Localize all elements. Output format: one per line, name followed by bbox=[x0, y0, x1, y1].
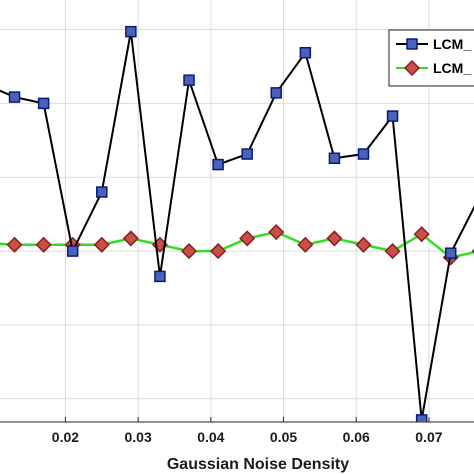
square-marker bbox=[406, 38, 418, 50]
legend-entry: LCM_ bbox=[396, 59, 471, 77]
x-axis-title: Gaussian Noise Density bbox=[167, 456, 349, 473]
series-squares bbox=[0, 25, 474, 422]
legend: LCM_ LCM_ bbox=[388, 29, 474, 87]
square-marker bbox=[125, 25, 137, 38]
square-marker bbox=[96, 186, 108, 198]
diamond-marker bbox=[239, 230, 256, 247]
square-marker bbox=[444, 247, 457, 259]
legend-label: LCM_ bbox=[433, 36, 471, 52]
x-tick-label: 0.06 bbox=[343, 429, 370, 445]
diamond-marker bbox=[326, 230, 343, 247]
x-tick-label: 0.05 bbox=[270, 429, 297, 445]
diamond-marker bbox=[268, 224, 285, 241]
square-marker bbox=[415, 414, 428, 422]
square-marker bbox=[154, 270, 166, 283]
diamond-marker bbox=[210, 243, 227, 260]
square-marker bbox=[212, 158, 224, 171]
series-line bbox=[0, 31, 474, 421]
diamond-marker bbox=[355, 236, 372, 253]
square-marker bbox=[328, 152, 341, 164]
diamond-marker bbox=[413, 226, 430, 243]
x-tick-labels: 0.020.030.040.050.060.070 bbox=[52, 429, 443, 445]
square-marker bbox=[37, 97, 50, 110]
grid bbox=[0, 0, 474, 422]
diamond-marker bbox=[35, 236, 52, 253]
x-ticks bbox=[64, 417, 430, 422]
square-marker bbox=[241, 148, 253, 160]
diamond-marker bbox=[122, 230, 139, 247]
square-marker bbox=[357, 148, 370, 160]
square-marker bbox=[386, 110, 399, 122]
x-tick-label: 0.03 bbox=[125, 429, 152, 445]
x-tick-label: 0.07 bbox=[415, 429, 442, 445]
diamond-marker bbox=[403, 59, 421, 77]
series bbox=[0, 25, 474, 422]
square-marker bbox=[183, 74, 195, 86]
legend-entry: LCM_ bbox=[396, 36, 471, 52]
x-tick-label: 0.04 bbox=[197, 429, 224, 445]
diamond-marker bbox=[6, 236, 23, 253]
square-marker bbox=[299, 47, 312, 59]
legend-label: LCM_ bbox=[433, 60, 471, 76]
diamond-marker bbox=[93, 236, 110, 253]
square-marker bbox=[8, 91, 21, 103]
legend-box bbox=[388, 29, 474, 87]
diamond-marker bbox=[180, 243, 198, 260]
square-marker bbox=[270, 87, 283, 99]
x-tick-label: 0.02 bbox=[52, 429, 79, 445]
diamond-marker bbox=[297, 236, 314, 253]
square-marker bbox=[66, 245, 79, 257]
diamond-marker bbox=[384, 243, 401, 260]
